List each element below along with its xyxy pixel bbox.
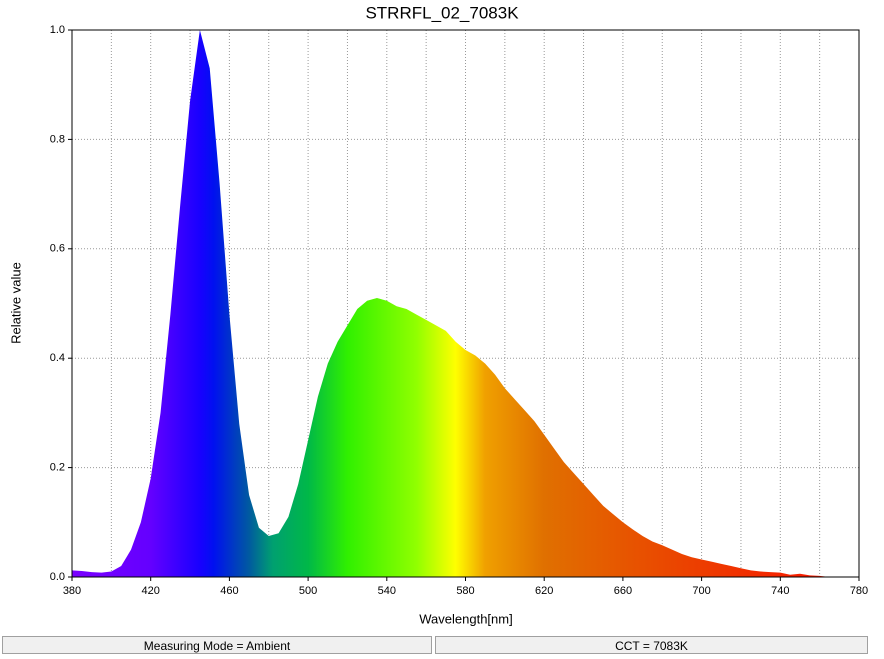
spectrum-area bbox=[72, 30, 830, 577]
x-tick-label: 620 bbox=[535, 585, 553, 597]
y-axis-label: Relative value bbox=[8, 262, 23, 344]
chart: STRRFL_02_7083K Wavelength[nm] Relative … bbox=[8, 3, 868, 626]
y-tick-label: 1.0 bbox=[50, 24, 65, 36]
x-axis-label: Wavelength[nm] bbox=[419, 611, 512, 626]
x-tick-label: 780 bbox=[850, 585, 868, 597]
chart-title: STRRFL_02_7083K bbox=[365, 3, 519, 22]
y-tick-label: 0.6 bbox=[50, 243, 65, 255]
x-tick-label: 740 bbox=[771, 585, 789, 597]
x-tick-label: 700 bbox=[692, 585, 710, 597]
y-tick-label: 0.0 bbox=[50, 571, 65, 583]
plot-border bbox=[71, 29, 860, 578]
status-cct: CCT = 7083K bbox=[435, 636, 868, 654]
x-tick-label: 580 bbox=[456, 585, 474, 597]
x-tick-label: 420 bbox=[142, 585, 160, 597]
status-mode: Measuring Mode = Ambient bbox=[2, 636, 432, 654]
x-tick-label: 660 bbox=[614, 585, 632, 597]
x-tick-label: 380 bbox=[63, 585, 81, 597]
y-tick-label: 0.4 bbox=[50, 352, 65, 364]
y-tick-label: 0.2 bbox=[50, 462, 65, 474]
y-tick-label: 0.8 bbox=[50, 133, 65, 145]
x-tick-label: 500 bbox=[299, 585, 317, 597]
x-tick-label: 540 bbox=[378, 585, 396, 597]
x-tick-label: 460 bbox=[220, 585, 238, 597]
